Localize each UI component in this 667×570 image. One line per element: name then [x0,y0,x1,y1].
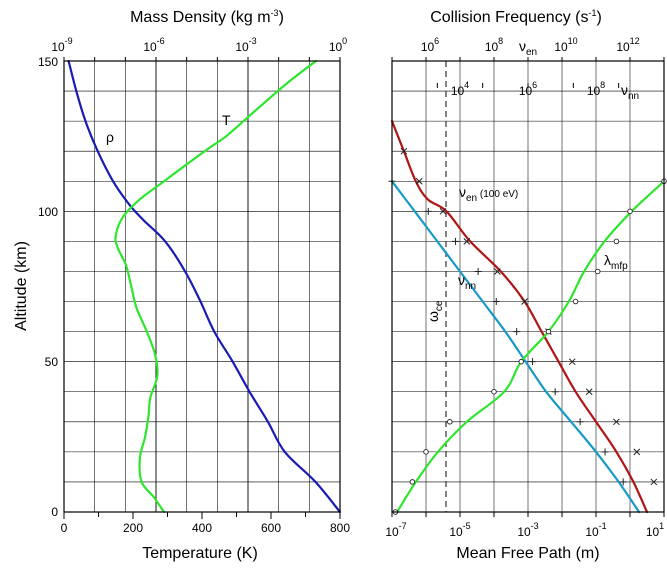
nu-en-marker [439,207,447,215]
nu-en-marker [494,268,501,275]
nu-en-marker [613,418,620,426]
nu-nn-tick-label: 108 [587,80,605,98]
right-grid [391,60,665,513]
nu-nn-marker [619,478,627,486]
right-plot-frame [391,60,665,513]
nu-en-series-label: νen (100 eV) [459,184,518,204]
mfp-tick-label: 10-7 [385,521,406,539]
nu-en-top-axis-labels: 106 108 νen 1010 1012 [421,36,640,58]
left-grid [63,60,341,513]
nu-en-tick-label: 108 [485,36,503,54]
nu-nn-marker [529,358,537,366]
nu-en-tick-label: 1012 [616,36,639,54]
left-x-tick-label: 200 [123,521,143,535]
left-x-tick-label: 400 [192,521,212,535]
nu-nn-tick-label: 104 [451,80,469,98]
nu-en-marker [400,147,408,155]
left-x-tick-label: 600 [261,521,281,535]
left-x-tick-label: 800 [330,521,350,535]
nu-nn-series-label: νnn [458,272,476,292]
mfp-tick-label: 10-5 [449,521,470,539]
density-tick-label: 10-3 [235,36,256,54]
lambda-mfp-series-label: λmfp [604,252,628,272]
left-plot-frame [63,60,341,513]
lambda-mfp-curve [396,180,666,514]
mfp-tick-label: 10-3 [517,521,538,539]
right-panel: Collision Frequency (s-1) Mean Free Path… [385,8,667,562]
left-y-tick-label: 100 [38,205,58,219]
nu-nn-axis-label: νnn [621,82,639,102]
left-y-axis-label: Altitude (km) [13,241,30,331]
lambda-mfp-marker [594,268,601,275]
left-y-tick-label: 50 [45,355,59,369]
nu-en-tick-label: 1010 [554,36,577,54]
nu-nn-curve [390,180,641,514]
right-x-axis-label: Mean Free Path (m) [456,545,599,562]
nu-nn-marker [451,237,459,245]
nu-nn-marker [492,298,500,306]
nu-nn-top-axis-labels: 104 106 108 νnn [451,80,639,102]
lambda-mfp-marker [545,328,552,335]
left-y-tick-label: 150 [38,55,58,69]
left-x-tick-label: 0 [61,521,68,535]
lambda-mfp-marker [572,298,579,305]
nu-en-axis-label: νen [519,38,537,58]
density-tick-label: 10-9 [51,36,72,54]
nu-en-marker [521,298,528,305]
left-x-axis-label: Temperature (K) [142,545,258,562]
omega-ce-label: ωce [425,300,445,322]
left-panel: Mass Density (kg m-3) Temperature (K) Al… [13,8,350,562]
temperature-series-label: T [222,112,231,128]
nu-nn-marker [576,418,584,426]
nu-en-marker [633,448,641,456]
rho-series-label: ρ [106,129,114,145]
lambda-mfp-marker [423,449,429,455]
nu-en-marker [568,358,576,366]
mfp-tick-label: 10-1 [585,521,606,539]
nu-nn-tick-label: 106 [519,80,537,98]
left-title: Mass Density (kg m-3) [130,8,284,26]
left-series [67,59,342,514]
lambda-mfp-marker [627,208,633,215]
lambda-mfp-marker [518,358,524,365]
lambda-mfp-marker [447,419,453,425]
nu-nn-marker [551,388,559,396]
nu-en-tick-label: 106 [421,36,439,54]
nu-en-marker [463,238,471,245]
nu-nn-marker [474,267,482,275]
lambda-mfp-marker [613,238,620,245]
left-y-tick-labels: 0 50 100 150 [38,55,58,519]
left-y-tick-label: 0 [51,505,58,519]
right-title: Collision Frequency (s-1) [430,8,602,26]
left-ticks [63,57,341,519]
lambda-mfp-marker [409,479,416,485]
nu-nn-marker [424,207,432,215]
nu-nn-marker [601,448,609,456]
mfp-tick-label: 101 [646,521,664,539]
right-bottom-tick-labels: 10-7 10-5 10-3 10-1 101 [385,521,664,539]
nu-nn-marker [513,328,521,336]
left-top-tick-labels: 10-9 10-6 10-3 100 [51,36,347,54]
density-curve [67,59,342,514]
nu-en-marker [585,388,593,396]
density-tick-label: 100 [329,36,347,54]
left-bottom-tick-labels: 0 200 400 600 800 [61,521,351,535]
density-tick-label: 10-6 [143,36,164,54]
nu-en-marker [650,478,658,486]
lambda-mfp-marker [491,388,497,395]
nu-en-marker [415,177,423,185]
temperature-curve [114,59,317,514]
